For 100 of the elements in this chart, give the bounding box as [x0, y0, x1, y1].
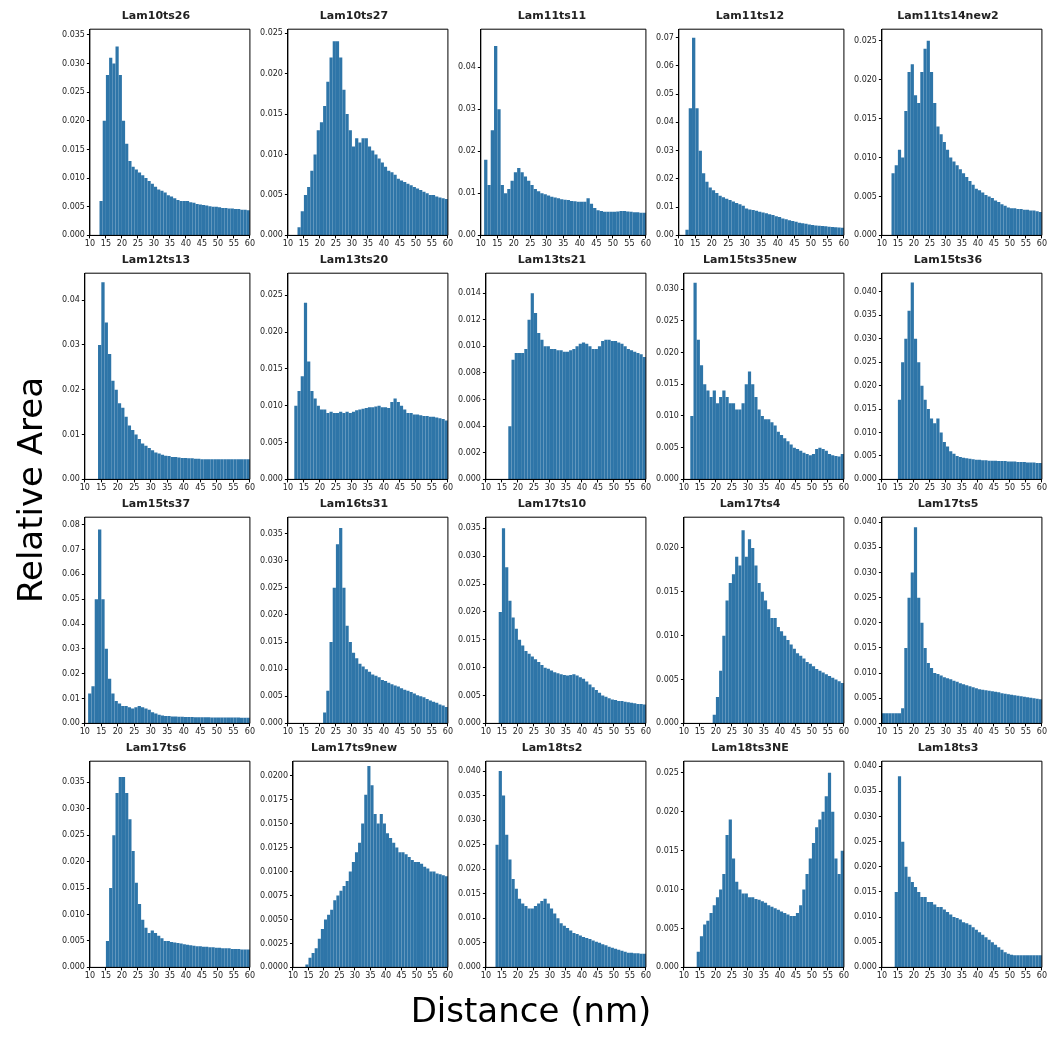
x-tick-label: 35 — [758, 727, 769, 737]
x-tick-label: 35 — [362, 483, 373, 493]
x-tick-label: 60 — [640, 239, 651, 249]
y-tick-label: 0.040 — [854, 761, 877, 771]
x-tick-label: 40 — [972, 483, 983, 493]
x-tick-label: 40 — [772, 239, 783, 249]
y-tick-label: 0.025 — [458, 579, 481, 589]
y-tick-label: 0.010 — [260, 149, 283, 159]
x-tick-label: 25 — [330, 483, 341, 493]
y-tick-label: 0.025 — [458, 839, 481, 849]
chart-title: Lam12ts13 — [121, 253, 191, 267]
y-tick-label: 0.005 — [62, 936, 85, 946]
x-tick-label: 35 — [362, 727, 373, 737]
x-tick-label: 20 — [116, 239, 127, 249]
x-tick-label: 30 — [346, 239, 357, 249]
x-tick-label: 15 — [690, 239, 701, 249]
y-tick-label: 0.005 — [260, 437, 283, 447]
x-tick-label: 15 — [892, 239, 903, 249]
y-tick-label: 0.0000 — [259, 962, 288, 972]
x-tick-label: 15 — [303, 971, 314, 981]
y-tick-label: 0.035 — [62, 777, 85, 787]
x-tick-label: 60 — [244, 727, 255, 737]
x-tick-label: 55 — [426, 483, 437, 493]
x-tick-label: 20 — [908, 727, 919, 737]
y-tick-label: 0.01 — [62, 429, 80, 439]
x-tick-label: 30 — [940, 239, 951, 249]
y-tick-label: 0.0175 — [259, 794, 288, 804]
y-tick-label: 0.035 — [854, 542, 877, 552]
x-tick-label: 55 — [624, 971, 635, 981]
y-tick-label: 0.01 — [458, 188, 476, 198]
y-tick-label: 0.015 — [458, 634, 481, 644]
y-tick-label: 0.005 — [62, 201, 85, 211]
y-tick-label: 0.030 — [458, 551, 481, 561]
x-tick-label: 30 — [940, 971, 951, 981]
x-tick-label: 50 — [410, 727, 421, 737]
chart-title: Lam11ts11 — [517, 9, 587, 23]
y-tick-label: 0.020 — [458, 607, 481, 617]
y-tick-label: 0.015 — [458, 888, 481, 898]
x-tick-label: 35 — [162, 727, 173, 737]
x-tick-label: 20 — [508, 239, 519, 249]
y-tick-label: 0.020 — [656, 806, 679, 816]
y-tick-label: 0.020 — [62, 856, 85, 866]
x-tick-label: 60 — [1036, 727, 1047, 737]
y-tick-label: 0.020 — [854, 380, 877, 390]
x-tick-label: 40 — [378, 483, 389, 493]
y-tick-label: 0.02 — [458, 146, 476, 156]
y-tick-label: 0.035 — [458, 523, 481, 533]
y-tick-label: 0.008 — [458, 368, 481, 378]
y-tick-label: 0.020 — [854, 617, 877, 627]
y-tick-label: 0.035 — [458, 790, 481, 800]
y-tick-label: 0.0150 — [259, 818, 288, 828]
x-tick-label: 45 — [394, 483, 405, 493]
y-tick-label: 0.0075 — [259, 890, 288, 900]
y-tick-label: 0.005 — [458, 937, 481, 947]
y-tick-label: 0.010 — [260, 400, 283, 410]
y-tick-label: 0.00 — [62, 474, 80, 484]
x-tick-label: 40 — [972, 727, 983, 737]
x-tick-label: 15 — [496, 727, 507, 737]
x-tick-label: 60 — [1036, 239, 1047, 249]
chart-title: Lam17ts6 — [125, 741, 187, 755]
y-tick-label: 0.030 — [656, 284, 679, 294]
y-tick-label: 0.000 — [854, 230, 877, 240]
y-tick-label: 0.010 — [656, 411, 679, 421]
y-tick-label: 0.07 — [656, 32, 674, 42]
y-tick-label: 0.0100 — [259, 866, 288, 876]
y-tick-label: 0.0200 — [259, 770, 288, 780]
x-tick-label: 45 — [196, 971, 207, 981]
x-tick-label: 40 — [180, 239, 191, 249]
y-tick-label: 0.010 — [62, 909, 85, 919]
x-tick-label: 35 — [758, 971, 769, 981]
y-tick-label: 0.01 — [62, 693, 80, 703]
y-tick-label: 0.010 — [260, 664, 283, 674]
x-tick-label: 10 — [480, 483, 491, 493]
y-tick-label: 0.02 — [62, 384, 80, 394]
x-tick-label: 30 — [742, 727, 753, 737]
x-tick-label: 60 — [838, 727, 849, 737]
y-tick-label: 0.025 — [260, 582, 283, 592]
x-tick-label: 25 — [726, 971, 737, 981]
x-tick-label: 10 — [876, 727, 887, 737]
x-tick-label: 10 — [678, 483, 689, 493]
y-tick-label: 0.020 — [260, 327, 283, 337]
x-tick-label: 55 — [426, 239, 437, 249]
x-tick-label: 15 — [496, 971, 507, 981]
x-tick-label: 45 — [195, 483, 206, 493]
x-tick-label: 40 — [178, 727, 189, 737]
x-tick-label: 60 — [640, 483, 651, 493]
y-tick-label: 0.005 — [854, 693, 877, 703]
x-tick-label: 35 — [164, 971, 175, 981]
x-tick-label: 35 — [162, 483, 173, 493]
y-tick-label: 0.030 — [854, 811, 877, 821]
y-tick-label: 0.040 — [854, 287, 877, 297]
y-tick-label: 0.025 — [854, 836, 877, 846]
x-tick-label: 30 — [148, 239, 159, 249]
x-tick-label: 45 — [789, 239, 800, 249]
x-tick-label: 40 — [378, 239, 389, 249]
y-tick-label: 0.000 — [458, 474, 481, 484]
x-tick-label: 60 — [838, 971, 849, 981]
y-tick-label: 0.005 — [656, 442, 679, 452]
x-tick-label: 45 — [195, 727, 206, 737]
x-tick-label: 50 — [1004, 727, 1015, 737]
